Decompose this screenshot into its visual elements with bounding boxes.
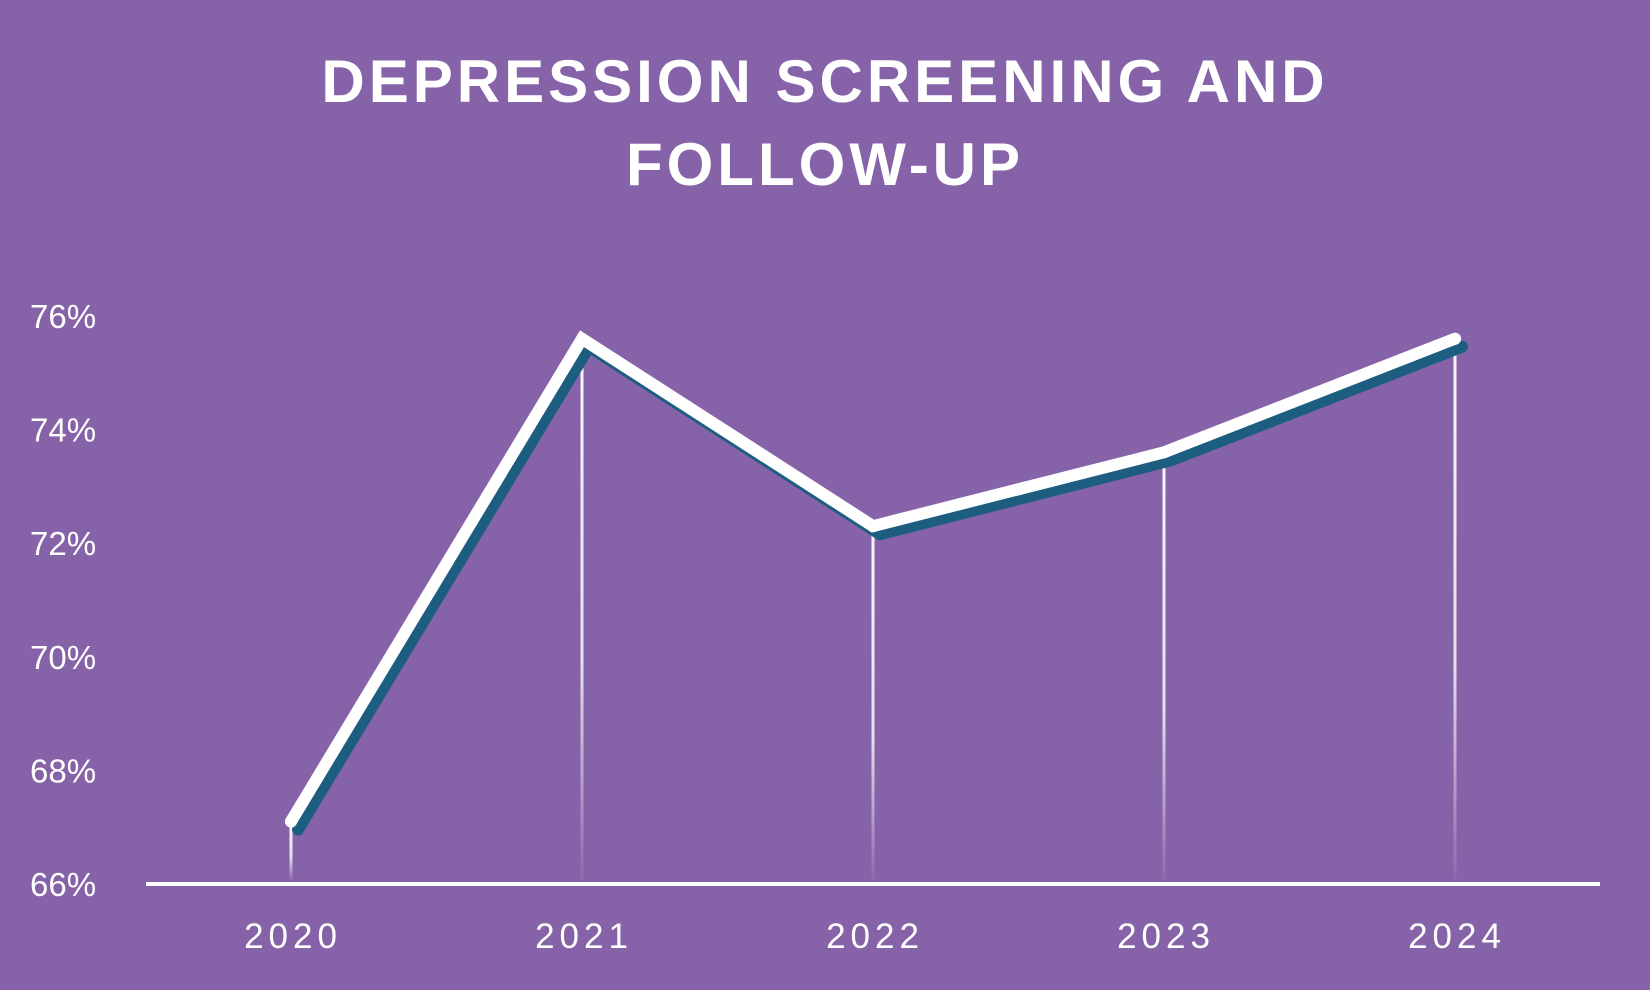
x-tick-label: 2020 <box>244 917 342 956</box>
drop-line <box>1453 338 1457 881</box>
y-tick-label: 66% <box>30 866 96 903</box>
drop-line <box>580 338 584 881</box>
series-line-shadow <box>292 338 1468 836</box>
x-tick-label: 2023 <box>1117 917 1215 956</box>
data-point <box>1158 446 1170 459</box>
y-tick-label: 72% <box>30 525 96 562</box>
x-tick-label: 2024 <box>1408 917 1506 956</box>
y-tick-label: 70% <box>30 639 96 676</box>
x-axis-tick-labels: 2020 2021 2022 2023 2024 <box>244 917 1506 956</box>
data-point <box>1449 332 1461 345</box>
y-tick-label: 76% <box>30 298 96 335</box>
y-tick-label: 74% <box>30 412 96 449</box>
data-point <box>867 520 879 533</box>
chart-title-line-1: DEPRESSION SCREENING AND <box>321 48 1329 115</box>
drop-line <box>289 821 293 880</box>
data-point <box>576 332 588 345</box>
drop-lines <box>289 338 1457 881</box>
drop-line <box>1162 452 1166 880</box>
x-tick-label: 2022 <box>826 917 924 956</box>
chart-title-line-2: FOLLOW-UP <box>625 131 1025 198</box>
drop-line <box>871 526 875 880</box>
data-points <box>285 332 1461 828</box>
chart-title: DEPRESSION SCREENING AND FOLLOW-UP <box>0 40 1650 206</box>
x-tick-label: 2021 <box>535 917 633 956</box>
data-point <box>285 815 297 828</box>
y-axis-tick-labels: 66% 68% 70% 72% 74% 76% <box>30 298 96 903</box>
y-tick-label: 68% <box>30 752 96 789</box>
